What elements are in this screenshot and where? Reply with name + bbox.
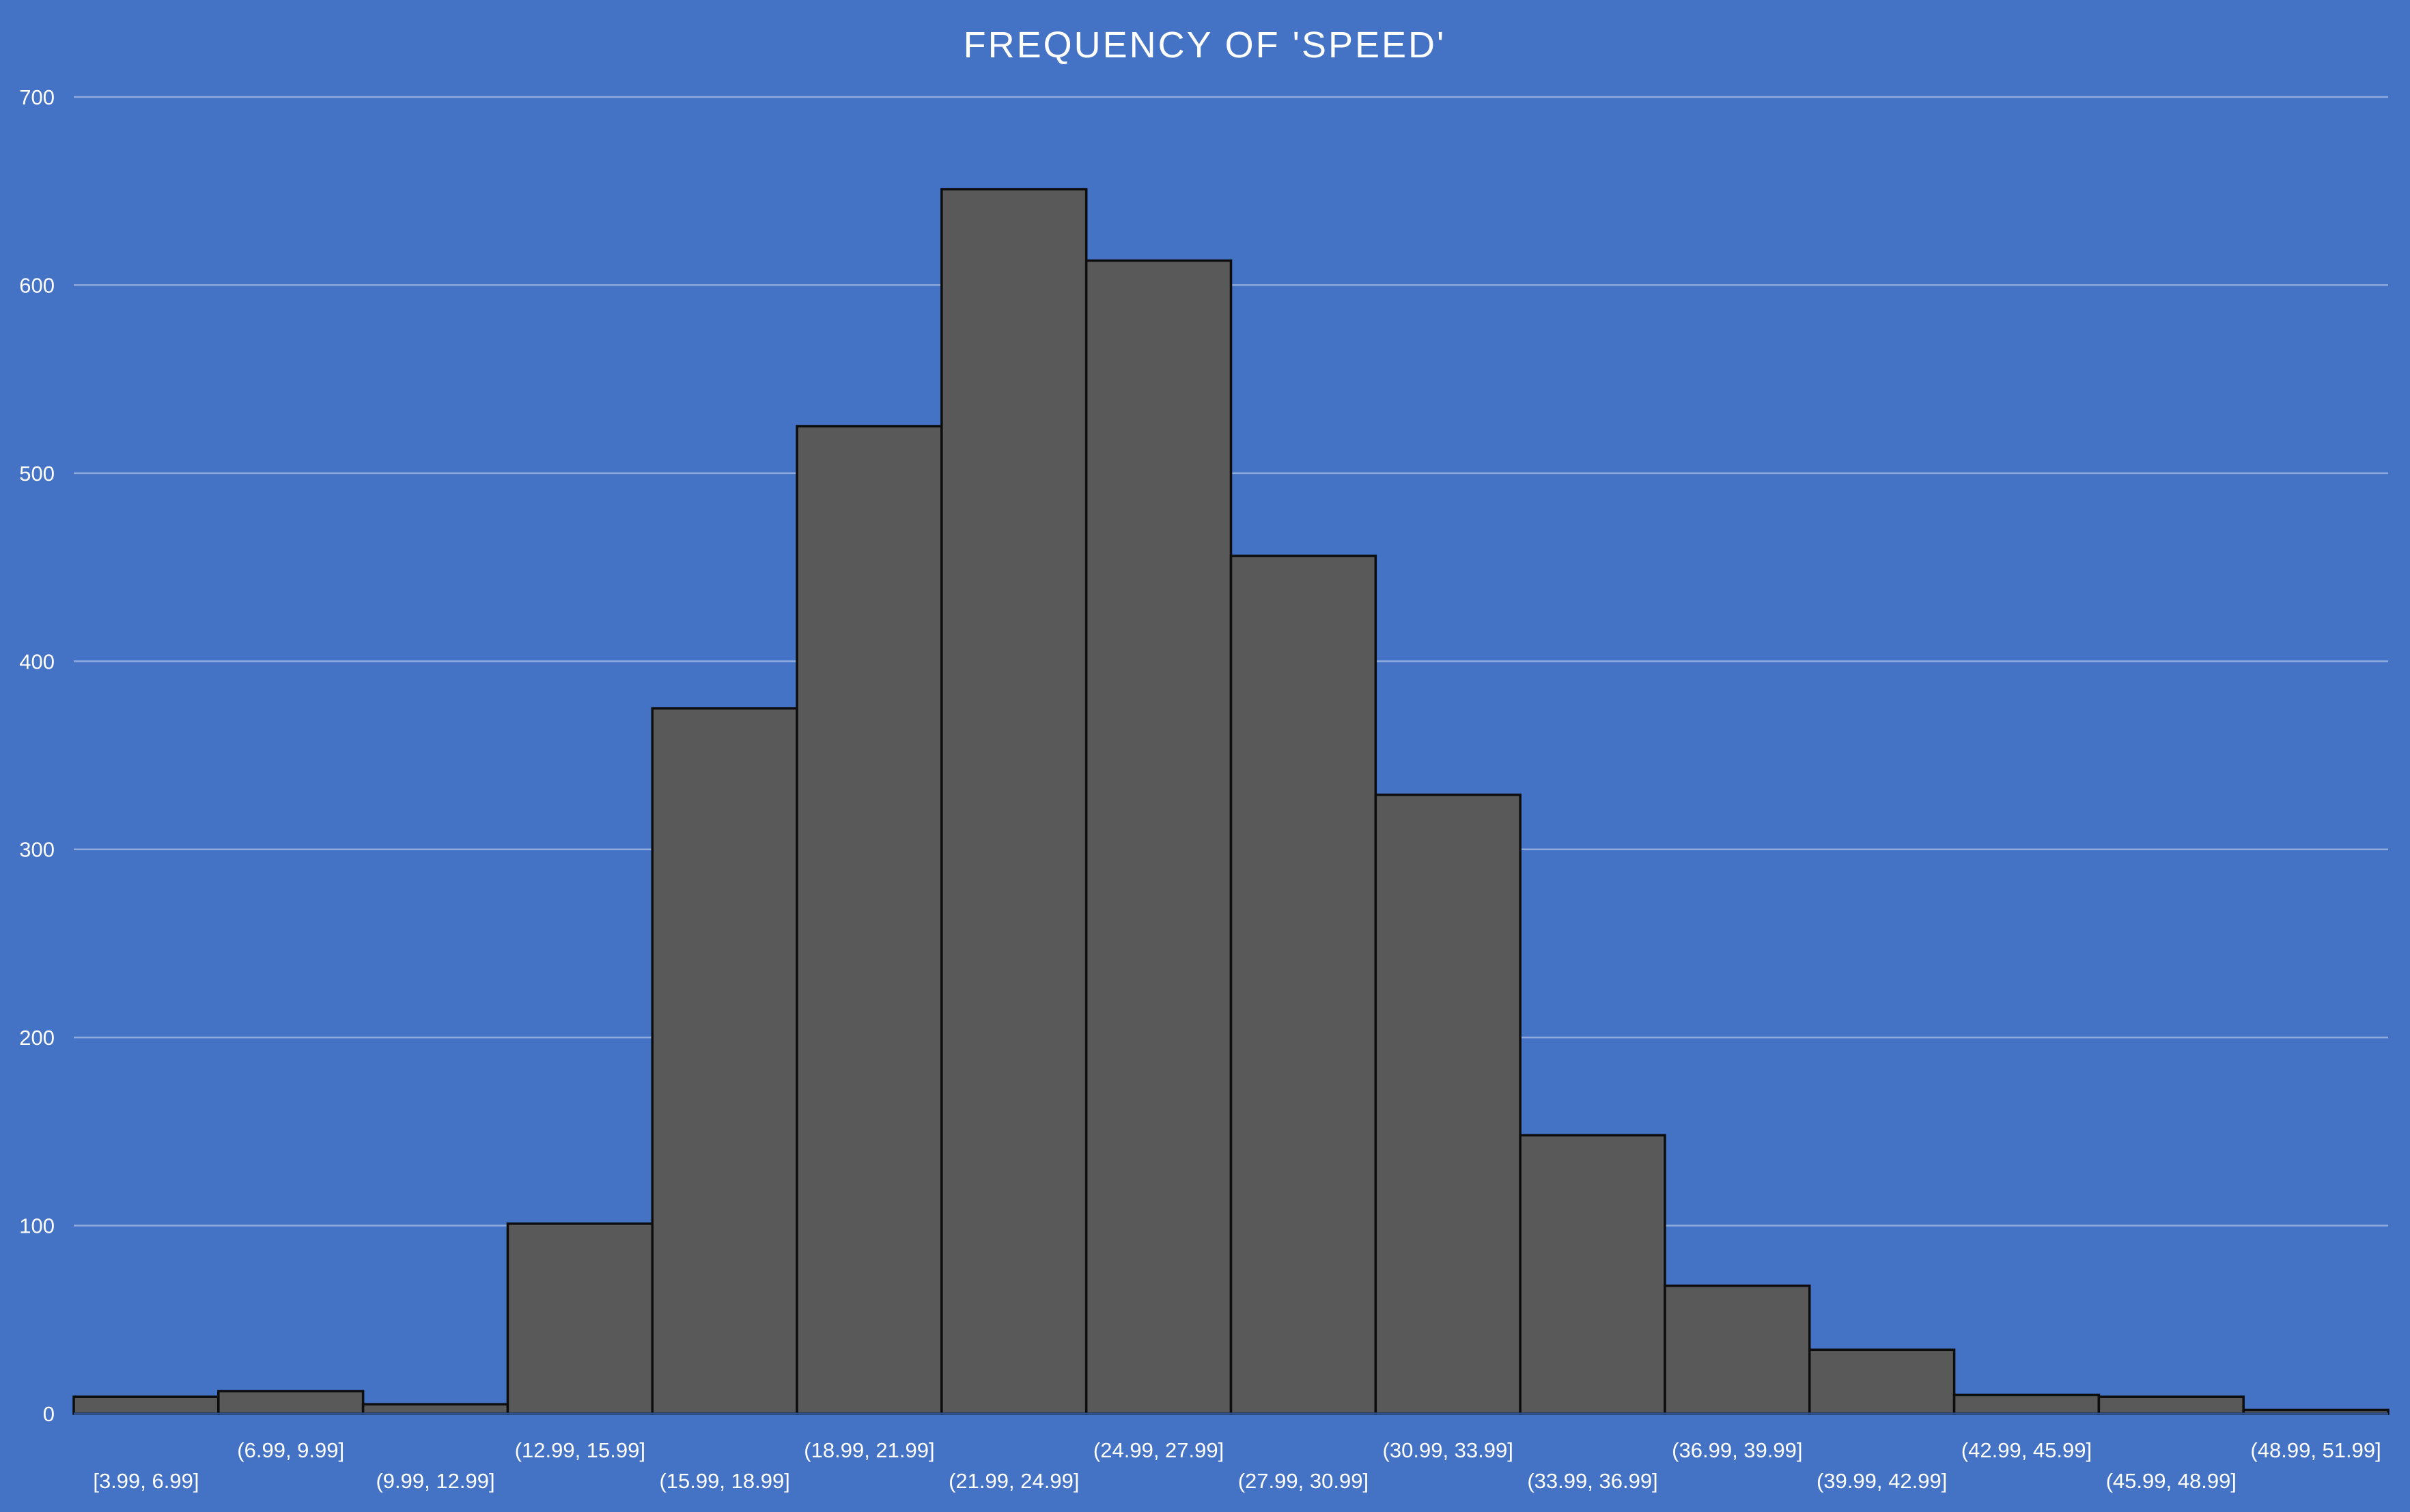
y-tick-label: 400	[19, 649, 55, 673]
y-tick-label: 600	[19, 273, 55, 297]
x-category-label: (45.99, 48.99]	[2106, 1469, 2237, 1493]
x-category-label: (42.99, 45.99]	[1961, 1438, 2092, 1462]
histogram-bar	[796, 425, 943, 1415]
histogram-bar	[1952, 1393, 2101, 1415]
y-tick-label: 500	[19, 462, 55, 486]
x-category-label: (33.99, 36.99]	[1527, 1469, 1657, 1493]
x-category-label: (36.99, 39.99]	[1672, 1438, 1802, 1462]
x-axis-category-labels: [3.99, 6.99] (6.99, 9.99] (9.99, 12.99] (12…	[93, 1438, 2381, 1493]
x-category-label: (21.99, 24.99]	[949, 1469, 1079, 1493]
x-category-label: (48.99, 51.99]	[2250, 1438, 2381, 1462]
histogram-bar	[2097, 1395, 2245, 1415]
histogram-bar	[361, 1403, 509, 1415]
histogram-bar	[1664, 1284, 1811, 1415]
y-tick-label: 100	[19, 1214, 55, 1238]
histogram-bar	[217, 1390, 365, 1415]
x-category-label: (12.99, 15.99]	[515, 1438, 645, 1462]
y-tick-label: 300	[19, 838, 55, 862]
histogram-bar	[651, 707, 798, 1415]
x-category-label: (27.99, 30.99]	[1238, 1469, 1369, 1493]
x-category-label: (30.99, 33.99]	[1383, 1438, 1513, 1462]
x-category-label: (39.99, 42.99]	[1817, 1469, 1947, 1493]
histogram-bar	[506, 1222, 654, 1415]
histogram-bar	[940, 188, 1088, 1415]
histogram-bar	[1084, 259, 1233, 1415]
histogram-bar	[1374, 794, 1522, 1415]
x-category-label: (15.99, 18.99]	[659, 1469, 789, 1493]
x-category-label: (6.99, 9.99]	[237, 1438, 344, 1462]
y-tick-label: 0	[43, 1402, 55, 1426]
y-tick-label: 700	[19, 85, 55, 109]
x-category-label: (24.99, 27.99]	[1093, 1438, 1224, 1462]
chart-title: FREQUENCY OF 'SPEED'	[964, 25, 1446, 66]
histogram-bar	[1808, 1348, 1956, 1415]
histogram-bar	[72, 1395, 220, 1415]
y-tick-label: 200	[19, 1026, 55, 1050]
histogram-bar	[1519, 1134, 1666, 1415]
x-category-label: (18.99, 21.99]	[804, 1438, 934, 1462]
histogram-bars	[72, 188, 2390, 1415]
x-category-label: (9.99, 12.99]	[376, 1469, 494, 1493]
histogram-bar	[1229, 555, 1377, 1415]
x-category-label: [3.99, 6.99]	[93, 1469, 199, 1493]
y-axis-tick-labels: 0 100 200 300 400 500 600 700	[19, 85, 55, 1426]
